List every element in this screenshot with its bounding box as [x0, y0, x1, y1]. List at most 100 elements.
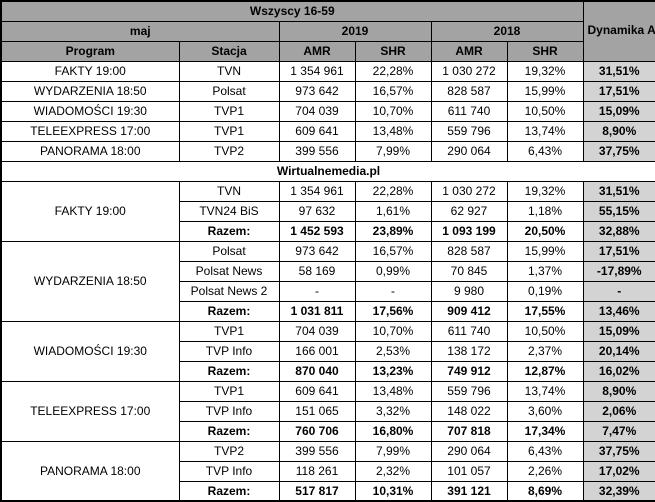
station-cell: Razem: — [178, 220, 280, 242]
amr-2019-cell: 870 040 — [278, 360, 356, 382]
station-cell: TVP2 — [178, 440, 280, 462]
table-row: WYDARZENIA 18:50 Polsat 973 642 16,57% 8… — [0, 240, 655, 322]
amr-2018-cell: 559 796 — [430, 380, 508, 402]
year-2019-header: 2019 — [278, 20, 432, 42]
dynamics-cell: 15,09% — [582, 100, 655, 122]
station-cell: TVP1 — [178, 120, 280, 142]
table-row: WIADOMOŚCI 19:30 TVP1 704 039 10,70% 611… — [0, 100, 655, 122]
shr-2018-cell: 17,34% — [506, 420, 584, 442]
dynamics-cell: 32,88% — [582, 220, 655, 242]
dynamics-cell: 15,09% — [582, 320, 655, 342]
amr-2019-cell: 1 031 811 — [278, 300, 356, 322]
amr-2019-cell: 609 641 — [278, 380, 356, 402]
amr-2018-cell: 1 030 272 — [430, 180, 508, 202]
table-row: PANORAMA 18:00 TVP2 399 556 7,99% 290 06… — [0, 440, 655, 502]
program-cell: PANORAMA 18:00 — [0, 440, 180, 502]
dynamics-cell: 20,14% — [582, 340, 655, 362]
station-cell: Polsat — [178, 80, 280, 102]
program-column-header: Program — [0, 40, 180, 62]
amr-2018-cell: 391 121 — [430, 480, 508, 502]
source-row: Wirtualnemedia.pl — [0, 160, 655, 182]
shr-2019-cell: 23,89% — [354, 220, 432, 242]
shr-2018-cell: 12,87% — [506, 360, 584, 382]
shr-2019-cell: - — [354, 280, 432, 302]
shr-2018-cell: 13,74% — [506, 120, 584, 142]
dynamics-cell: 16,02% — [582, 360, 655, 382]
amr-2019-cell: 166 001 — [278, 340, 356, 362]
program-cell: WIADOMOŚCI 19:30 — [0, 320, 180, 382]
dynamics-cell: 17,02% — [582, 460, 655, 482]
station-cell: Razem: — [178, 300, 280, 322]
amr-2019-cell: - — [278, 280, 356, 302]
shr-2019-cell: 10,31% — [354, 480, 432, 502]
header-row-columns: Program Stacja AMR SHR AMR SHR — [0, 40, 655, 62]
shr-2018-cell: 3,60% — [506, 400, 584, 422]
dynamics-column-header: Dynamika AMR (w proc.) — [582, 0, 655, 62]
amr-2018-cell: 290 064 — [430, 140, 508, 162]
station-cell: Polsat — [178, 240, 280, 262]
amr-2019-cell: 517 817 — [278, 480, 356, 502]
amr-2019-cell: 704 039 — [278, 320, 356, 342]
station-cell: TVP Info — [178, 400, 280, 422]
table-row: WIADOMOŚCI 19:30 TVP1 704 039 10,70% 611… — [0, 320, 655, 382]
station-cell: TVN24 BiS — [178, 200, 280, 222]
amr-2018-column-header: AMR — [430, 40, 508, 62]
amr-2018-cell: 707 818 — [430, 420, 508, 442]
station-cell: TVP1 — [178, 320, 280, 342]
table-row: FAKTY 19:00 TVN 1 354 961 22,28% 1 030 2… — [0, 60, 655, 82]
shr-2018-cell: 6,43% — [506, 140, 584, 162]
program-cell: WYDARZENIA 18:50 — [0, 80, 180, 102]
dynamics-cell: - — [582, 280, 655, 302]
table-row: FAKTY 19:00 TVN 1 354 961 22,28% 1 030 2… — [0, 180, 655, 242]
shr-2018-cell: 13,74% — [506, 380, 584, 402]
amr-2018-cell: 828 587 — [430, 80, 508, 102]
table-row: TVP Info 118 261 2,32% 101 057 2,26% 17,… — [1, 460, 655, 482]
dynamics-cell: 31,51% — [582, 180, 655, 202]
shr-2018-cell: 19,32% — [506, 60, 584, 82]
shr-2019-cell: 16,57% — [354, 240, 432, 262]
shr-2019-cell: 7,99% — [354, 140, 432, 162]
shr-2019-cell: 13,48% — [354, 380, 432, 402]
station-cell: TVN — [178, 180, 280, 202]
shr-2018-cell: 15,99% — [506, 240, 584, 262]
amr-2018-cell: 138 172 — [430, 340, 508, 362]
dynamics-cell: 8,90% — [582, 380, 655, 402]
shr-2019-cell: 13,23% — [354, 360, 432, 382]
station-cell: TVP1 — [178, 100, 280, 122]
amr-2018-cell: 1 030 272 — [430, 60, 508, 82]
dynamics-cell: 55,15% — [582, 200, 655, 222]
header-row-years: maj 2019 2018 — [0, 20, 655, 42]
shr-2019-cell: 10,70% — [354, 320, 432, 342]
shr-2018-cell: 0,19% — [506, 280, 584, 302]
total-row: Razem: 1 452 593 23,89% 1 093 199 20,50%… — [1, 220, 655, 242]
station-cell: TVP2 — [178, 140, 280, 162]
shr-2019-cell: 16,57% — [354, 80, 432, 102]
year-2018-header: 2018 — [430, 20, 584, 42]
shr-2018-cell: 10,50% — [506, 100, 584, 122]
amr-2018-cell: 828 587 — [430, 240, 508, 262]
amr-2018-cell: 148 022 — [430, 400, 508, 422]
shr-2018-cell: 2,26% — [506, 460, 584, 482]
shr-2019-cell: 22,28% — [354, 60, 432, 82]
station-column-header: Stacja — [178, 40, 280, 62]
shr-2018-cell: 1,18% — [506, 200, 584, 222]
dynamics-cell: 2,06% — [582, 400, 655, 422]
amr-2019-cell: 973 642 — [278, 80, 356, 102]
amr-2018-cell: 559 796 — [430, 120, 508, 142]
dynamics-cell: 13,46% — [582, 300, 655, 322]
amr-2019-cell: 760 706 — [278, 420, 356, 442]
amr-2018-cell: 9 980 — [430, 280, 508, 302]
amr-2019-cell: 118 261 — [278, 460, 356, 482]
table-row: Polsat News 2 - - 9 980 0,19% - — [1, 280, 655, 302]
program-cell: TELEEXPRESS 17:00 — [0, 380, 180, 442]
dynamics-cell: 17,51% — [582, 80, 655, 102]
station-cell: Polsat News 2 — [178, 280, 280, 302]
amr-2019-cell: 1 354 961 — [278, 60, 356, 82]
shr-2019-cell: 0,99% — [354, 260, 432, 282]
shr-2018-cell: 10,50% — [506, 320, 584, 342]
shr-2018-cell: 8,69% — [506, 480, 584, 502]
shr-2019-cell: 16,80% — [354, 420, 432, 442]
station-cell: Razem: — [178, 420, 280, 442]
shr-2019-cell: 2,32% — [354, 460, 432, 482]
